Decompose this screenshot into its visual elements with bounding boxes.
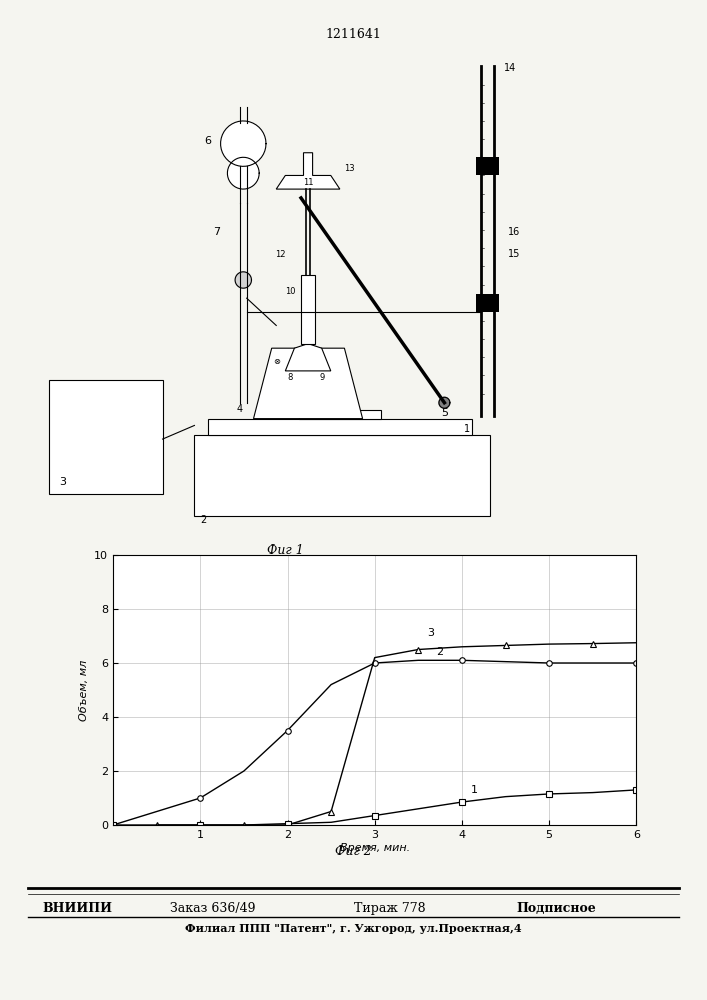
Text: 14: 14	[503, 63, 515, 73]
Text: Фиг 1: Фиг 1	[267, 544, 304, 557]
Text: Заказ 636/49: Заказ 636/49	[170, 902, 255, 915]
Text: 15: 15	[508, 249, 520, 259]
Bar	[477, 294, 499, 312]
Y-axis label: Объем, мл: Объем, мл	[78, 659, 88, 721]
Text: 2: 2	[436, 647, 443, 657]
Bar	[477, 157, 499, 175]
Text: 1211641: 1211641	[325, 28, 382, 41]
Bar	[208, 419, 472, 435]
Text: 16: 16	[508, 227, 520, 237]
Text: Тираж 778: Тираж 778	[354, 902, 425, 915]
Text: Филиал ППП "Патент", г. Ужгород, ул.Проектная,4: Филиал ППП "Патент", г. Ужгород, ул.Прое…	[185, 923, 522, 934]
Text: 1: 1	[464, 424, 470, 434]
Polygon shape	[254, 348, 363, 419]
Polygon shape	[221, 121, 266, 166]
Text: 13: 13	[344, 164, 355, 173]
Text: 5: 5	[441, 408, 448, 418]
Text: ⊗: ⊗	[273, 357, 280, 366]
Text: 6: 6	[204, 136, 211, 146]
Bar	[299, 410, 381, 419]
Text: 4: 4	[237, 404, 243, 414]
Polygon shape	[276, 153, 340, 189]
X-axis label: Время, мин.: Время, мин.	[339, 843, 410, 853]
Bar	[301, 275, 315, 344]
Text: 10: 10	[285, 287, 295, 296]
Polygon shape	[439, 397, 450, 408]
Text: 7: 7	[214, 227, 221, 237]
Text: 8: 8	[287, 373, 293, 382]
Text: 2: 2	[200, 515, 206, 525]
Text: ВНИИПИ: ВНИИПИ	[42, 902, 112, 915]
Polygon shape	[235, 272, 252, 288]
Text: 3: 3	[59, 477, 66, 487]
Text: 12: 12	[275, 250, 286, 259]
Polygon shape	[228, 157, 259, 189]
Text: 3: 3	[427, 628, 434, 638]
Bar	[49, 380, 163, 494]
Text: Фиг 2: Фиг 2	[335, 845, 372, 858]
Polygon shape	[286, 344, 331, 371]
Text: 9: 9	[319, 373, 325, 382]
Text: 11: 11	[303, 178, 313, 187]
Text: 1: 1	[471, 785, 478, 795]
Bar	[194, 435, 490, 516]
Text: Подписное: Подписное	[516, 902, 596, 915]
